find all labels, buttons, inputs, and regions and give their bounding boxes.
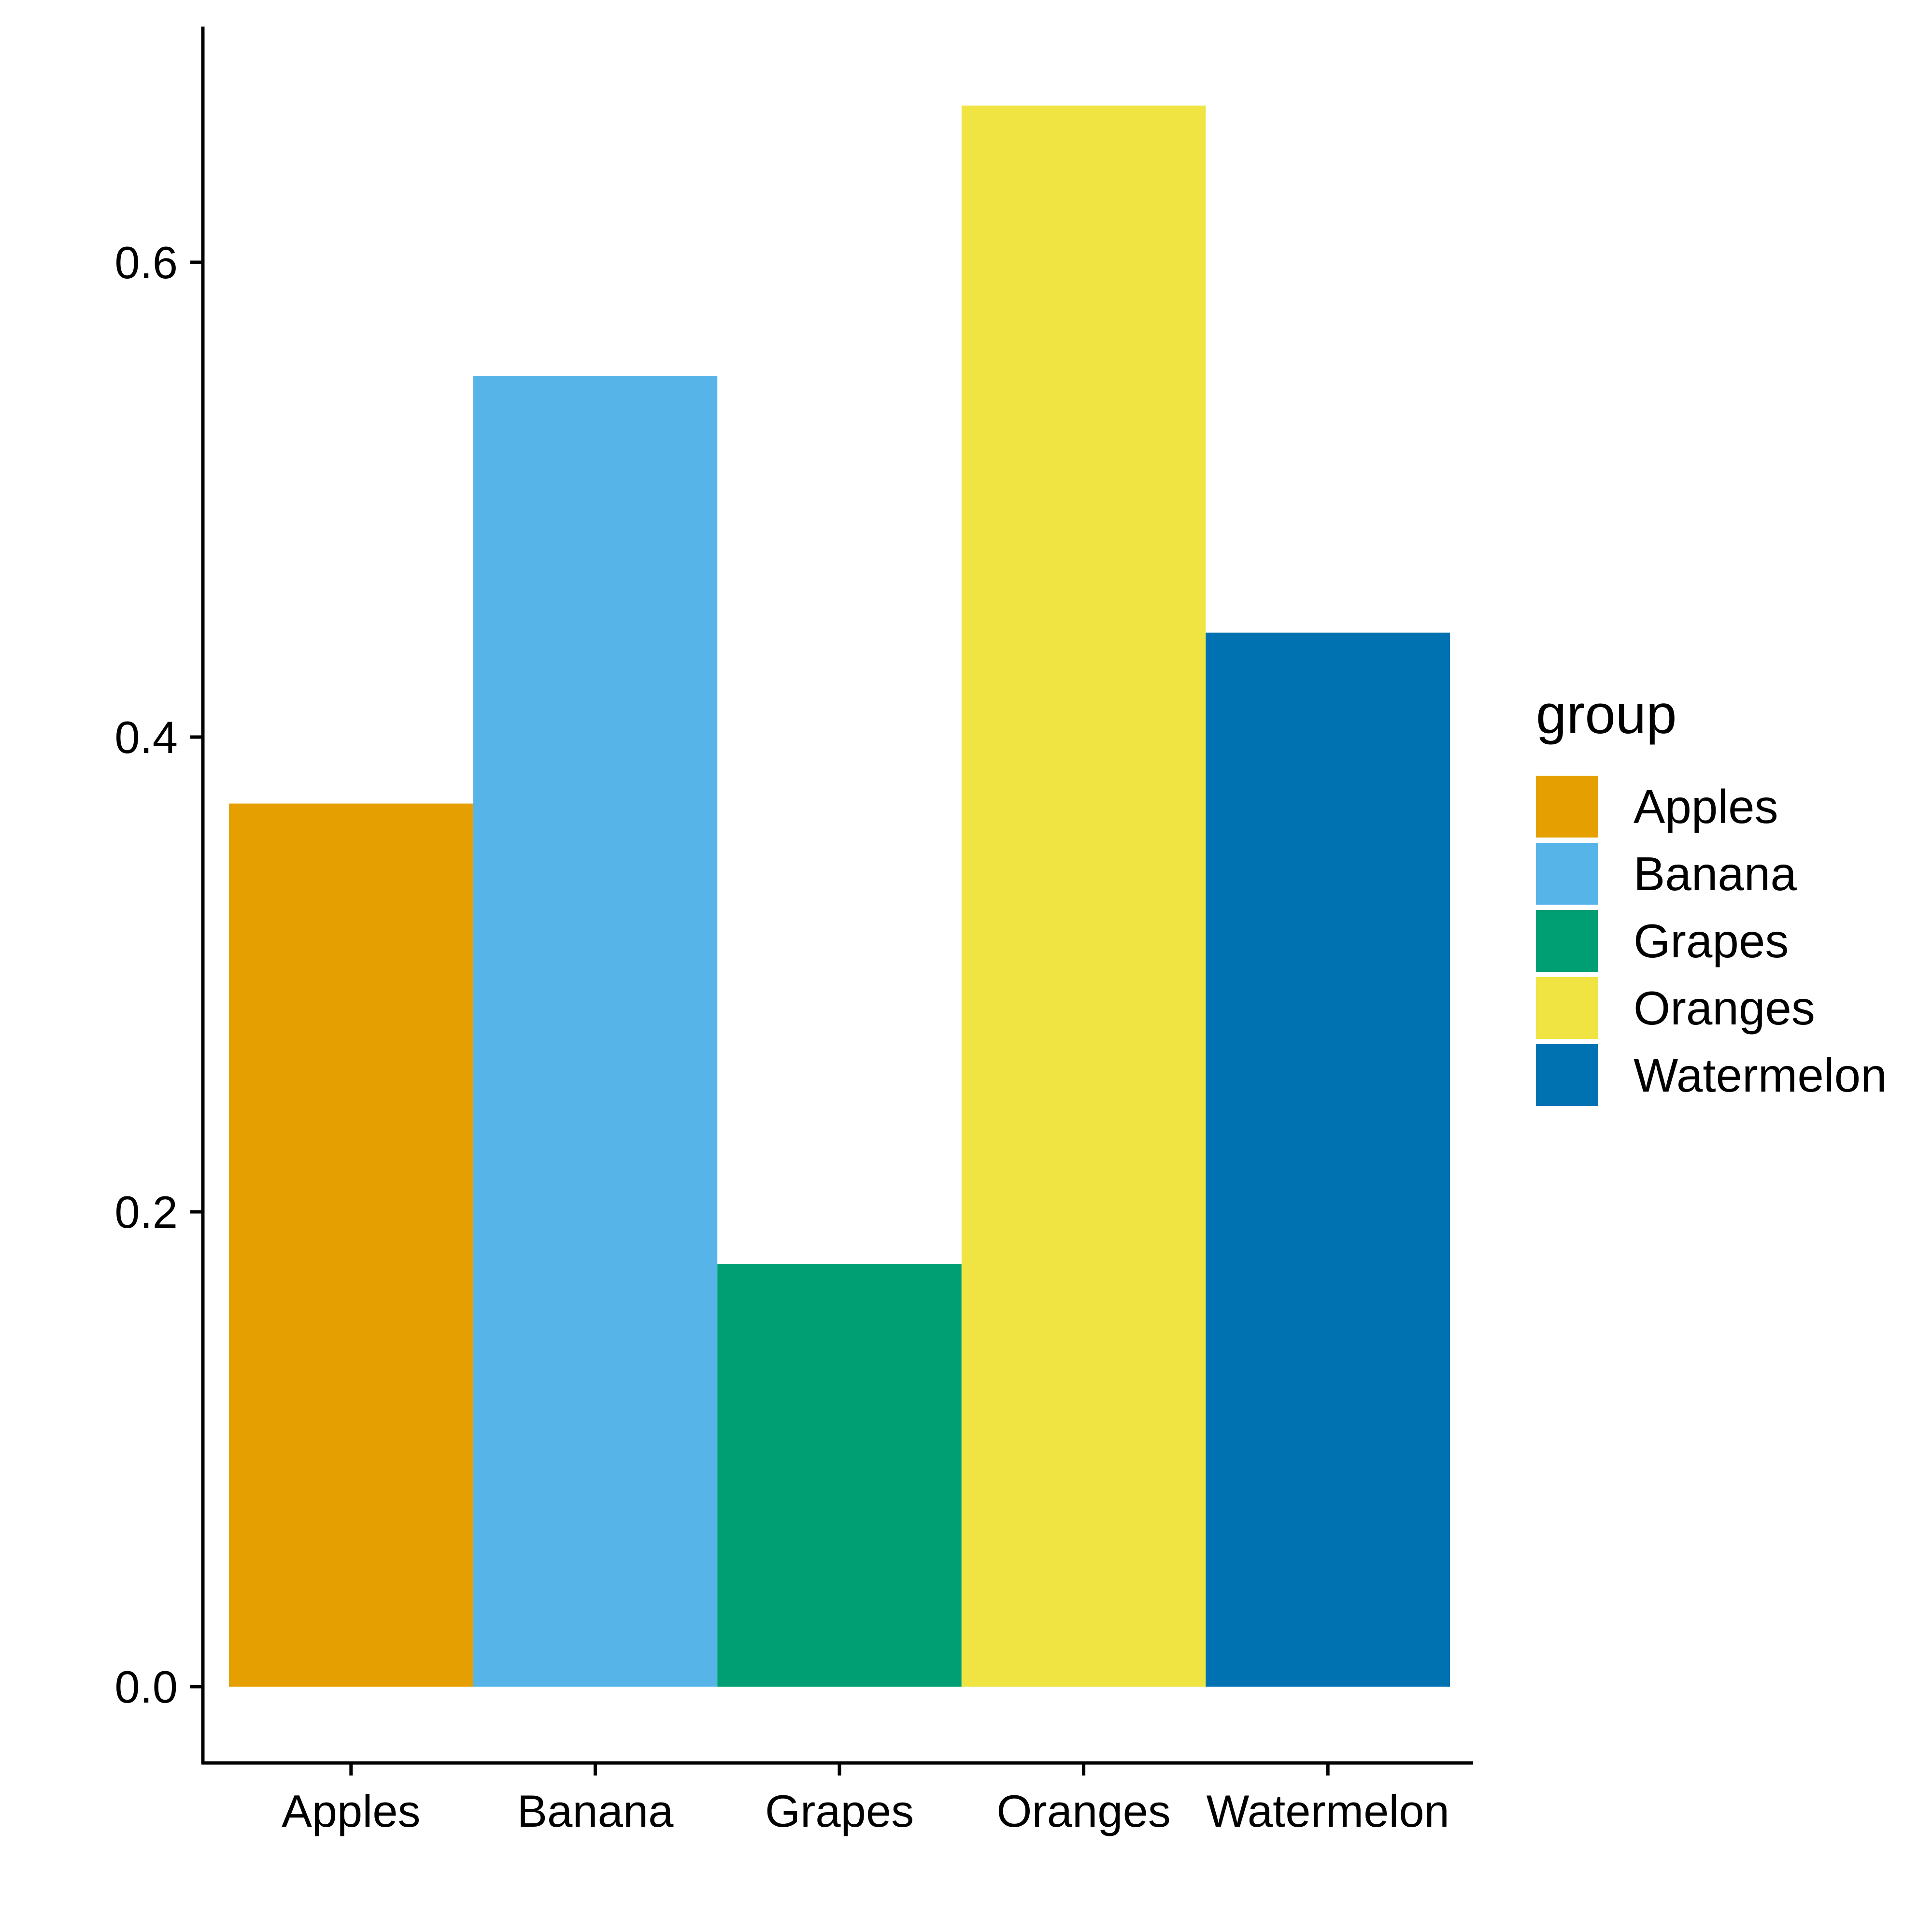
bar-watermelon xyxy=(1206,632,1450,1687)
legend-label: Watermelon xyxy=(1634,1049,1887,1102)
legend-key-oranges xyxy=(1536,977,1598,1039)
bars-layer xyxy=(229,105,1450,1687)
legend: group Apples Banana Grapes Oranges Watermelo… xyxy=(1536,684,1887,1106)
y-axis-ticks: 0.0 0.2 0.4 0.6 xyxy=(114,237,203,1712)
x-tick-label: Apples xyxy=(282,1786,420,1836)
x-axis-ticks: Apples Banana Grapes Oranges Watermelon xyxy=(282,1763,1449,1836)
x-tick-label: Watermelon xyxy=(1207,1786,1449,1836)
bar-grapes xyxy=(717,1264,962,1687)
x-tick-label: Banana xyxy=(517,1786,674,1836)
legend-title: group xyxy=(1536,684,1677,745)
x-tick-label: Oranges xyxy=(996,1786,1171,1836)
legend-label: Grapes xyxy=(1634,914,1789,967)
y-tick-label: 0.4 xyxy=(114,712,178,763)
bar-apples xyxy=(229,803,473,1687)
legend-key-grapes xyxy=(1536,910,1598,972)
legend-key-apples xyxy=(1536,776,1598,838)
legend-label: Oranges xyxy=(1634,981,1815,1035)
bar-oranges xyxy=(961,105,1206,1687)
legend-label: Apples xyxy=(1634,780,1778,833)
legend-label: Banana xyxy=(1634,847,1797,900)
y-tick-label: 0.0 xyxy=(114,1662,178,1712)
x-tick-label: Grapes xyxy=(765,1786,914,1836)
axes xyxy=(201,27,1473,1765)
y-tick-label: 0.6 xyxy=(114,237,178,288)
y-tick-label: 0.2 xyxy=(114,1187,178,1237)
legend-key-banana xyxy=(1536,843,1598,905)
legend-key-watermelon xyxy=(1536,1044,1598,1106)
bar-banana xyxy=(473,376,718,1687)
